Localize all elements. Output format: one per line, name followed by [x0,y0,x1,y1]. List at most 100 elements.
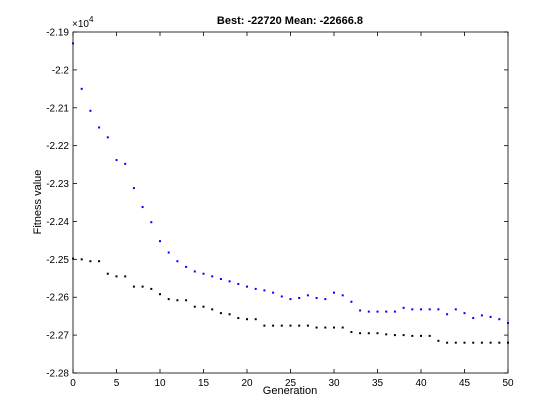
y-axis-label: Fitness value [32,170,44,235]
best-point [350,331,352,333]
mean-point [368,311,370,313]
x-tick-label: 20 [241,378,253,389]
mean-point [377,311,379,313]
y-tick-label: -2.21 [46,103,69,114]
best-point [342,327,344,329]
best-point [290,325,292,327]
best-point [498,342,500,344]
best-point [237,317,239,319]
y-tick-label: -2.19 [46,28,69,39]
best-point [507,342,509,344]
y-tick-label: -2.2 [52,65,70,76]
mean-point [81,88,83,90]
mean-point [211,275,213,277]
x-tick-label: 0 [70,378,76,389]
best-point [98,260,100,262]
best-point [116,275,118,277]
y-tick-label: -2.23 [46,179,69,190]
x-tick-label: 40 [415,378,427,389]
best-point [211,308,213,310]
mean-point [237,283,239,285]
best-point [446,342,448,344]
y-axis-exponent-power: 4 [89,15,94,24]
mean-point [176,260,178,262]
best-point [377,332,379,334]
best-point [472,342,474,344]
mean-point [472,317,474,319]
best-point [368,332,370,334]
mean-point [481,314,483,316]
best-point [411,335,413,337]
best-point [385,333,387,335]
mean-point [194,270,196,272]
best-point [281,325,283,327]
mean-point [203,273,205,275]
mean-point [133,187,135,189]
x-tick-label: 50 [502,378,514,389]
y-tick-label: -2.28 [46,369,69,380]
best-point [324,327,326,329]
mean-point [124,163,126,165]
y-tick-label: -2.24 [46,217,69,228]
mean-point [333,292,335,294]
mean-point [272,292,274,294]
mean-point [185,266,187,268]
best-point [185,299,187,301]
best-point [89,260,91,262]
best-point [142,286,144,288]
mean-point [290,298,292,300]
mean-point [446,313,448,315]
best-point [81,258,83,260]
mean-point [229,280,231,282]
mean-point [263,289,265,291]
mean-point [324,298,326,300]
best-point [429,335,431,337]
best-point [403,334,405,336]
mean-point [72,42,74,44]
best-point [194,306,196,308]
mean-point [316,297,318,299]
mean-point [307,294,309,296]
best-point [72,258,74,260]
chart-title: Best: -22720 Mean: -22666.8 [217,15,363,27]
best-point [490,342,492,344]
best-point [307,325,309,327]
mean-point [359,309,361,311]
best-point [150,288,152,290]
best-point [255,318,257,320]
best-point [359,332,361,334]
mean-point [464,312,466,314]
mean-point [150,221,152,223]
mean-point [394,311,396,313]
mean-point [403,307,405,309]
best-point [168,298,170,300]
mean-point [420,308,422,310]
best-point [420,335,422,337]
mean-point [437,308,439,310]
y-axis-exponent-base: ×10 [72,19,89,30]
y-tick-label: -2.26 [46,293,69,304]
best-point [481,342,483,344]
best-point [176,299,178,301]
mean-point [429,308,431,310]
best-point [263,325,265,327]
best-point [229,313,231,315]
x-tick-label: 35 [372,378,384,389]
best-point [394,334,396,336]
mean-point [507,322,509,324]
best-point [133,286,135,288]
best-point [220,312,222,314]
y-tick-label: -2.22 [46,141,69,152]
mean-point [220,278,222,280]
mean-point [142,206,144,208]
mean-point [281,295,283,297]
best-point [246,318,248,320]
y-tick-label: -2.27 [46,331,69,342]
x-tick-label: 45 [459,378,471,389]
x-tick-label: 5 [114,378,120,389]
mean-point [385,311,387,313]
best-point [437,340,439,342]
mean-point [411,308,413,310]
mean-point [159,240,161,242]
